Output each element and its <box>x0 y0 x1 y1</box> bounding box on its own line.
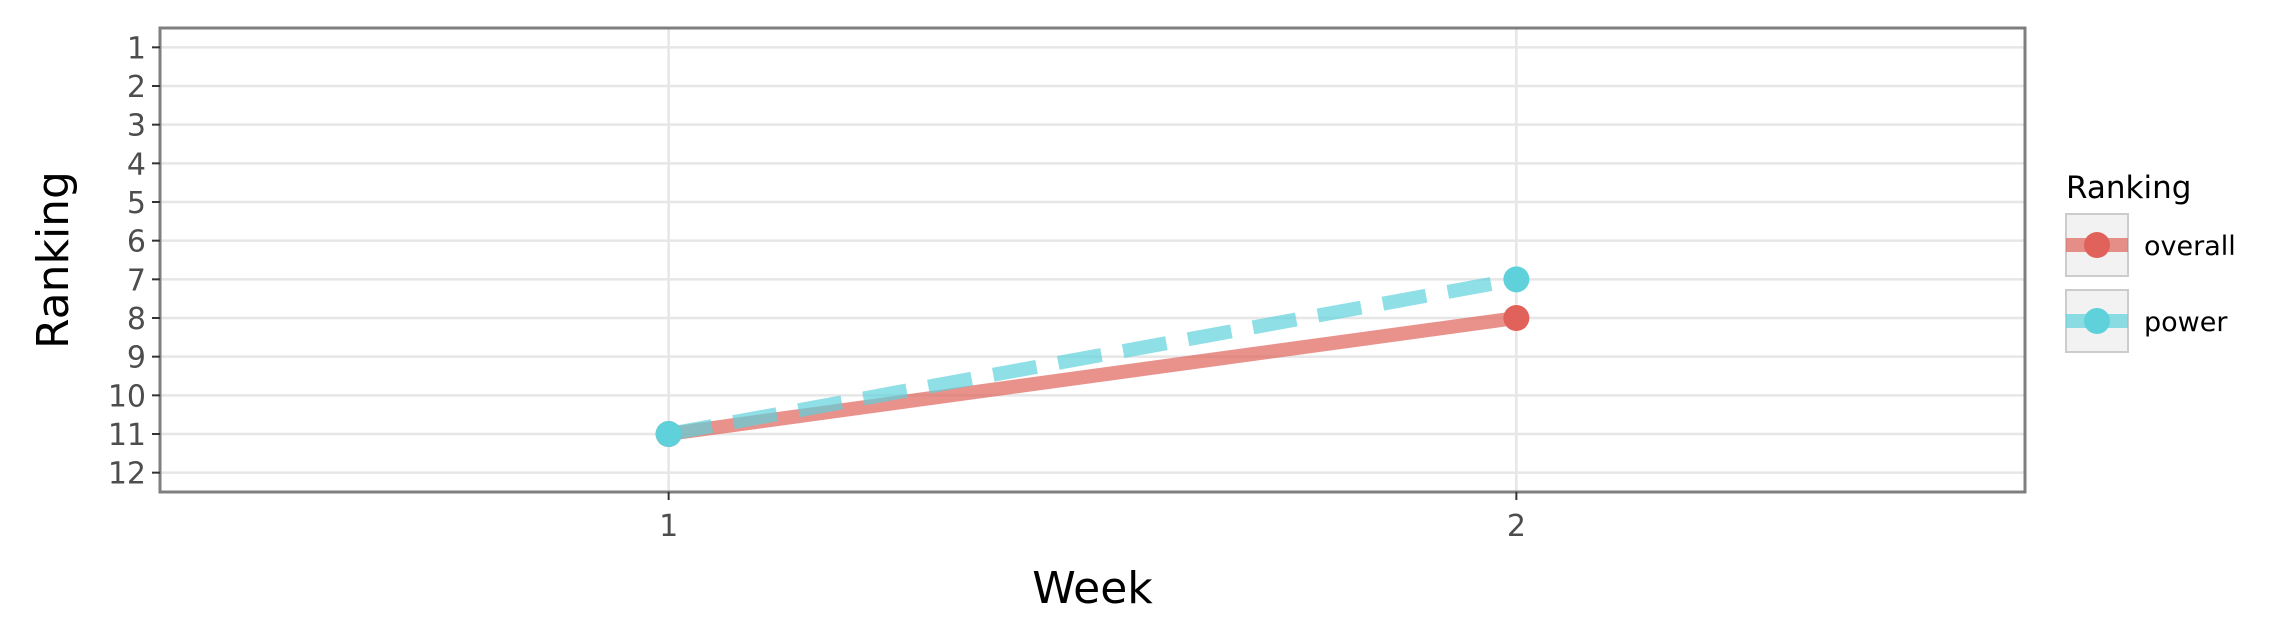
y-tick-label: 3 <box>127 109 146 144</box>
data-point-power <box>655 421 682 447</box>
series-line-power <box>667 272 1518 441</box>
series-line-overall <box>667 311 1518 441</box>
y-tick-label: 2 <box>127 70 146 105</box>
x-axis-title: Week <box>1032 563 1153 614</box>
y-tick-label: 12 <box>108 457 146 492</box>
gridlines <box>160 28 2025 492</box>
legend-items: overall power <box>2065 213 2236 353</box>
legend-label: power <box>2144 307 2228 338</box>
y-tick-label: 8 <box>127 302 146 337</box>
legend-key-point <box>2084 308 2110 334</box>
legend: Ranking overall power <box>2065 170 2236 353</box>
y-tick-label: 10 <box>108 379 146 414</box>
legend-key-point <box>2084 232 2110 258</box>
series-lines <box>667 272 1518 441</box>
data-point-power <box>1503 266 1530 293</box>
y-tick-label: 7 <box>127 263 146 298</box>
legend-item-power: power <box>2065 289 2228 353</box>
y-tick-label: 4 <box>127 147 146 182</box>
legend-label: overall <box>2144 231 2236 262</box>
data-point-overall <box>1503 305 1530 331</box>
y-tick-label: 1 <box>127 31 146 66</box>
y-tick-label: 11 <box>108 418 146 453</box>
y-tick-label: 5 <box>127 186 146 221</box>
y-axis-title: Ranking <box>28 171 79 349</box>
y-tick-label: 6 <box>127 225 146 260</box>
x-tick-label: 1 <box>659 509 678 544</box>
legend-title: Ranking <box>2066 170 2191 206</box>
plot-panel-border <box>158 26 2027 494</box>
legend-item-overall: overall <box>2065 213 2236 277</box>
data-points <box>655 266 1530 447</box>
x-tick-label: 2 <box>1507 509 1526 544</box>
y-tick-label: 9 <box>127 341 146 376</box>
